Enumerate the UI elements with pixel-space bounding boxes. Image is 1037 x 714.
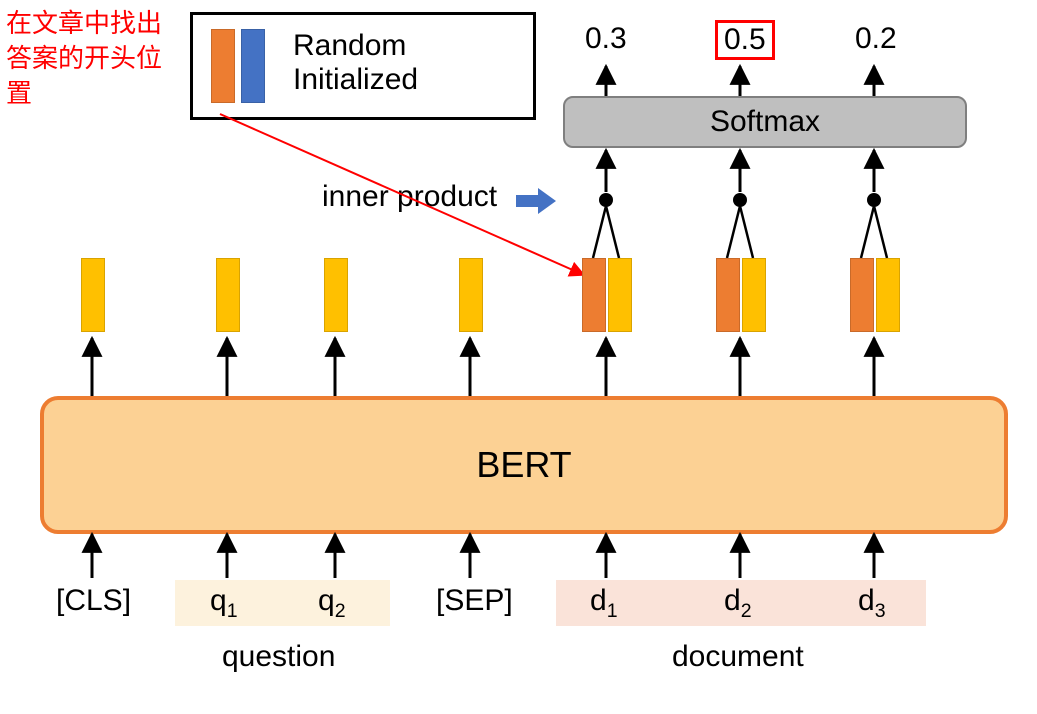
token-rect-4-yellow (608, 258, 632, 332)
input-token-5: d2 (724, 584, 752, 623)
token-rect-6-orange (850, 258, 874, 332)
doc-col-0 (593, 66, 619, 258)
input-token-6: d3 (858, 584, 886, 623)
token-rect-3 (459, 258, 483, 332)
bert-output-arrows (92, 338, 874, 396)
input-token-1: q1 (210, 584, 238, 623)
token-rect-0 (81, 258, 105, 332)
token-rect-5-orange (716, 258, 740, 332)
input-token-0: [CLS] (56, 584, 131, 618)
red-pointer-arrow (220, 114, 584, 275)
token-rect-5-yellow (742, 258, 766, 332)
document-label: document (672, 640, 804, 674)
question-label: question (222, 640, 335, 674)
doc-col-2 (861, 66, 887, 258)
token-rect-4-orange (582, 258, 606, 332)
token-rect-6-yellow (876, 258, 900, 332)
token-rect-2 (324, 258, 348, 332)
input-token-2: q2 (318, 584, 346, 623)
token-rect-1 (216, 258, 240, 332)
input-token-3: [SEP] (436, 584, 513, 618)
doc-col-1 (727, 66, 753, 258)
bert-input-arrows (92, 534, 874, 578)
input-token-4: d1 (590, 584, 618, 623)
